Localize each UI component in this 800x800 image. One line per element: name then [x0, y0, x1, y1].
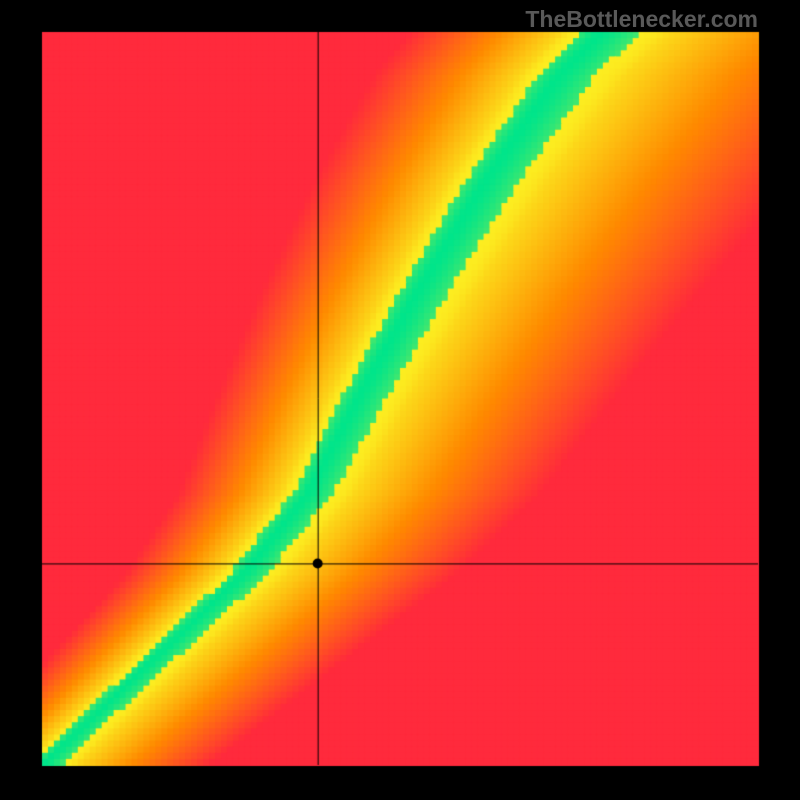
- chart-container: TheBottlenecker.com: [0, 0, 800, 800]
- heatmap-canvas: [0, 0, 800, 800]
- watermark-text: TheBottlenecker.com: [525, 6, 758, 33]
